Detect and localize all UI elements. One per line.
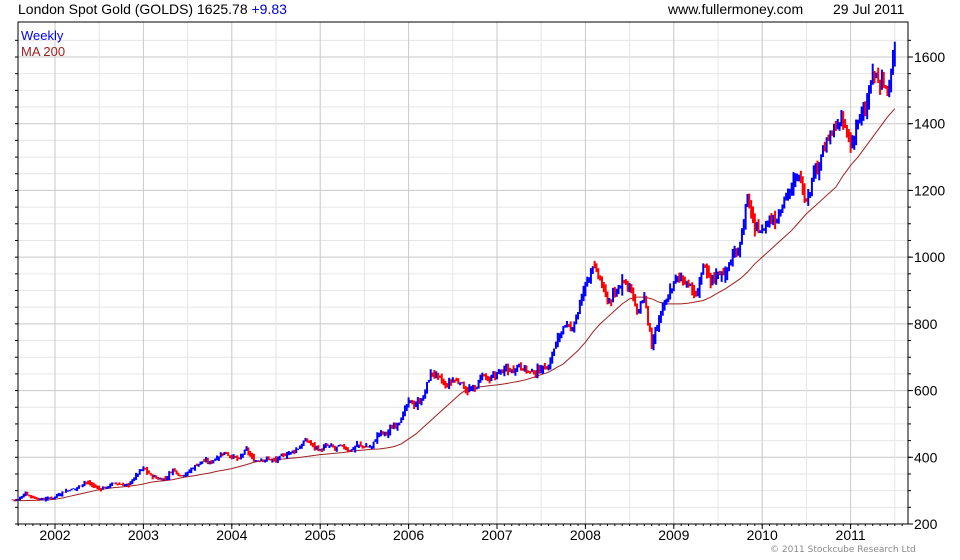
ma200-line xyxy=(18,108,896,502)
site-link[interactable]: www.fullermoney.com xyxy=(668,1,804,17)
y-tick-label: 400 xyxy=(914,449,938,465)
legend-weekly: Weekly xyxy=(21,28,64,43)
plot-frame xyxy=(17,21,909,525)
instrument-name: London Spot Gold (GOLDS) xyxy=(18,1,194,17)
x-tick-label: 2002 xyxy=(39,527,70,543)
price-change: +9.83 xyxy=(251,1,287,17)
y-tick-label: 800 xyxy=(914,316,938,332)
x-tick-label: 2008 xyxy=(570,527,601,543)
x-tick-label: 2010 xyxy=(747,527,778,543)
x-tick-label: 2004 xyxy=(216,527,247,543)
x-tick-label: 2003 xyxy=(128,527,159,543)
y-tick-label: 600 xyxy=(914,383,938,399)
legend-ma200: MA 200 xyxy=(21,44,65,59)
y-tick-label: 1000 xyxy=(914,249,945,265)
x-tick-label: 2006 xyxy=(393,527,424,543)
y-tick-label: 1200 xyxy=(914,182,945,198)
chart-title: London Spot Gold (GOLDS) 1625.78 +9.83 xyxy=(18,1,287,17)
copyright: © 2011 Stockcube Research Ltd xyxy=(770,545,916,555)
chart-date: 29 Jul 2011 xyxy=(833,1,905,17)
x-tick-label: 2007 xyxy=(481,527,512,543)
y-tick-label: 200 xyxy=(914,516,938,532)
last-price: 1625.78 xyxy=(197,1,248,17)
y-tick-label: 1400 xyxy=(914,116,945,132)
x-tick-label: 2009 xyxy=(658,527,689,543)
y-tick-label: 1600 xyxy=(914,49,945,65)
x-tick-label: 2011 xyxy=(836,527,866,543)
x-tick-label: 2005 xyxy=(305,527,336,543)
